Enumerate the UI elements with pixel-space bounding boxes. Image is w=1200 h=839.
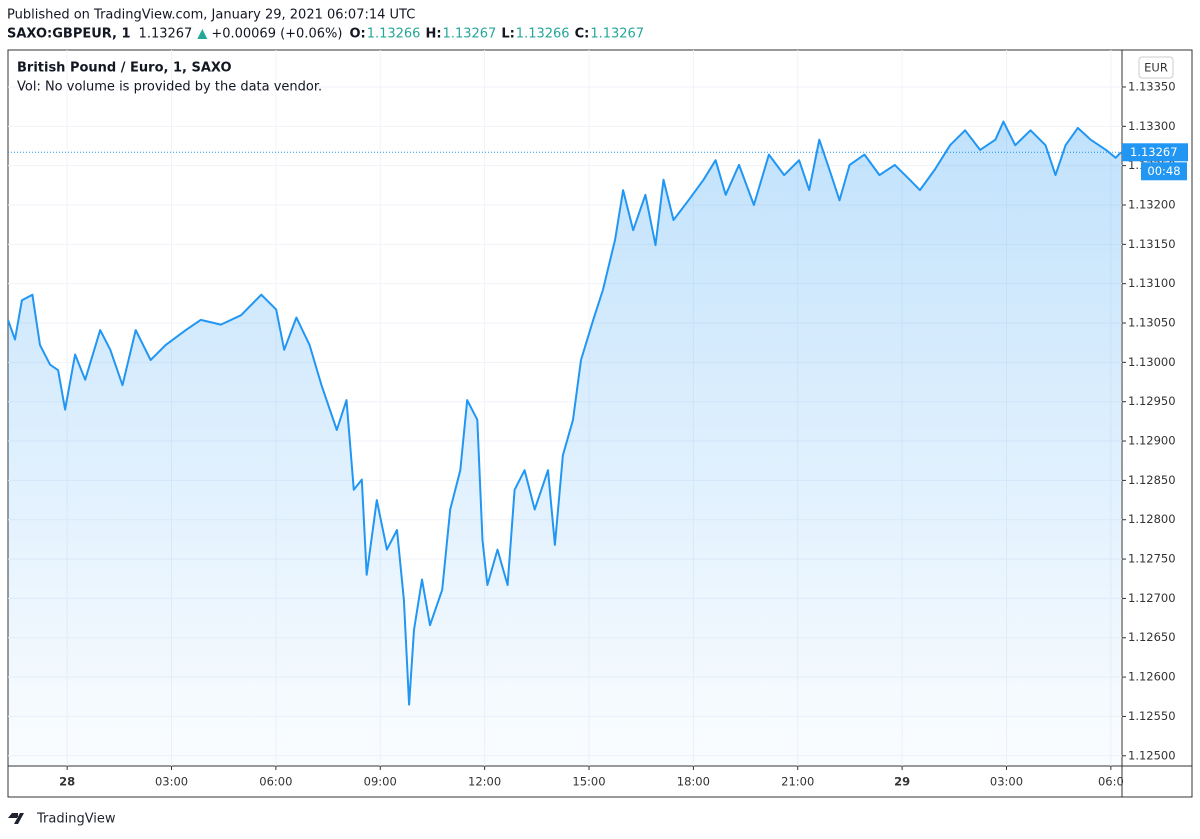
currency-box bbox=[1138, 56, 1174, 79]
x-tick-label: 03:00 bbox=[990, 775, 1023, 789]
symbol-line: SAXO:GBPEUR, 1 1.13267 +0.00069 (+0.06%) O… bbox=[7, 27, 644, 42]
x-tick-label: 29 bbox=[894, 775, 910, 789]
x-tick-label: 06:0 bbox=[1098, 775, 1124, 789]
axes: 1.12500 1.12550 1.12600 1.12650 1.12700 1.127… bbox=[59, 79, 1188, 789]
y-tick-label: 1.12800 bbox=[1128, 512, 1176, 526]
y-tick-label: 1.12950 bbox=[1128, 394, 1176, 408]
x-tick-label: 28 bbox=[59, 775, 75, 789]
y-tick-label: 1.13200 bbox=[1128, 198, 1176, 212]
symbol: SAXO:GBPEUR, 1 bbox=[7, 27, 131, 42]
area-fill bbox=[8, 121, 1121, 766]
ohlc-value: 1.13266 bbox=[367, 27, 421, 42]
y-tick-label: 1.13350 bbox=[1128, 79, 1176, 93]
y-tick-label: 1.12750 bbox=[1128, 552, 1176, 566]
y-tick-label: 1.12550 bbox=[1128, 709, 1176, 723]
ohlc-label: C: bbox=[575, 27, 590, 42]
last-price-box bbox=[1122, 143, 1188, 162]
y-tick-label: 1.13050 bbox=[1128, 316, 1176, 330]
x-tick-label: 06:00 bbox=[259, 775, 292, 789]
y-tick-label: 1.12850 bbox=[1128, 473, 1176, 487]
y-tick-label: 1.12650 bbox=[1128, 630, 1176, 644]
currency: EUR bbox=[1144, 61, 1168, 75]
y-tick-label: 1.13100 bbox=[1128, 276, 1176, 290]
up-arrow bbox=[197, 29, 208, 39]
ohlc-label: H: bbox=[425, 27, 441, 42]
ohlc-label: O: bbox=[349, 27, 365, 42]
chart-title: British Pound / Euro, 1, SAXO bbox=[17, 61, 232, 76]
header-value: 1.13267 bbox=[139, 27, 193, 42]
y-tick-label: 1.13300 bbox=[1128, 119, 1176, 133]
brand: TradingView bbox=[36, 812, 116, 827]
y-tick-label: 1.13000 bbox=[1128, 355, 1176, 369]
countdown: 00:48 bbox=[1147, 164, 1180, 178]
footer: TradingView bbox=[8, 812, 116, 827]
y-tick-label: 1.12700 bbox=[1128, 591, 1176, 605]
x-tick-label: 21:00 bbox=[781, 775, 814, 789]
y-tick-label: 1.12600 bbox=[1128, 670, 1176, 684]
price-line bbox=[8, 120, 1122, 706]
y-tick-label: 1.13150 bbox=[1128, 237, 1176, 251]
ohlc-value: 1.13267 bbox=[443, 27, 497, 42]
y-tick-label: 1.12900 bbox=[1128, 434, 1176, 448]
x-tick-label: 15:00 bbox=[572, 775, 605, 789]
ohlc-value: 1.13266 bbox=[516, 27, 570, 42]
x-tick-label: 09:00 bbox=[364, 775, 397, 789]
ohlc-label: L: bbox=[501, 27, 514, 42]
chart-subtitle: Vol: No volume is provided by the data v… bbox=[17, 80, 322, 95]
x-tick-label: 18:00 bbox=[677, 775, 710, 789]
plot bbox=[8, 120, 1122, 766]
x-tick-label: 03:00 bbox=[155, 775, 188, 789]
countdown-box bbox=[1141, 162, 1187, 181]
y-tick-label: 1.12500 bbox=[1128, 748, 1176, 762]
ohlc-value: 1.13267 bbox=[590, 27, 644, 42]
last-price-label: 1.13267 bbox=[1130, 145, 1178, 159]
published: Published on TradingView.com, January 29… bbox=[7, 8, 415, 23]
x-tick-label: 12:00 bbox=[468, 775, 501, 789]
logo bbox=[8, 813, 24, 824]
header-value: +0.00069 (+0.06%) bbox=[211, 27, 342, 42]
